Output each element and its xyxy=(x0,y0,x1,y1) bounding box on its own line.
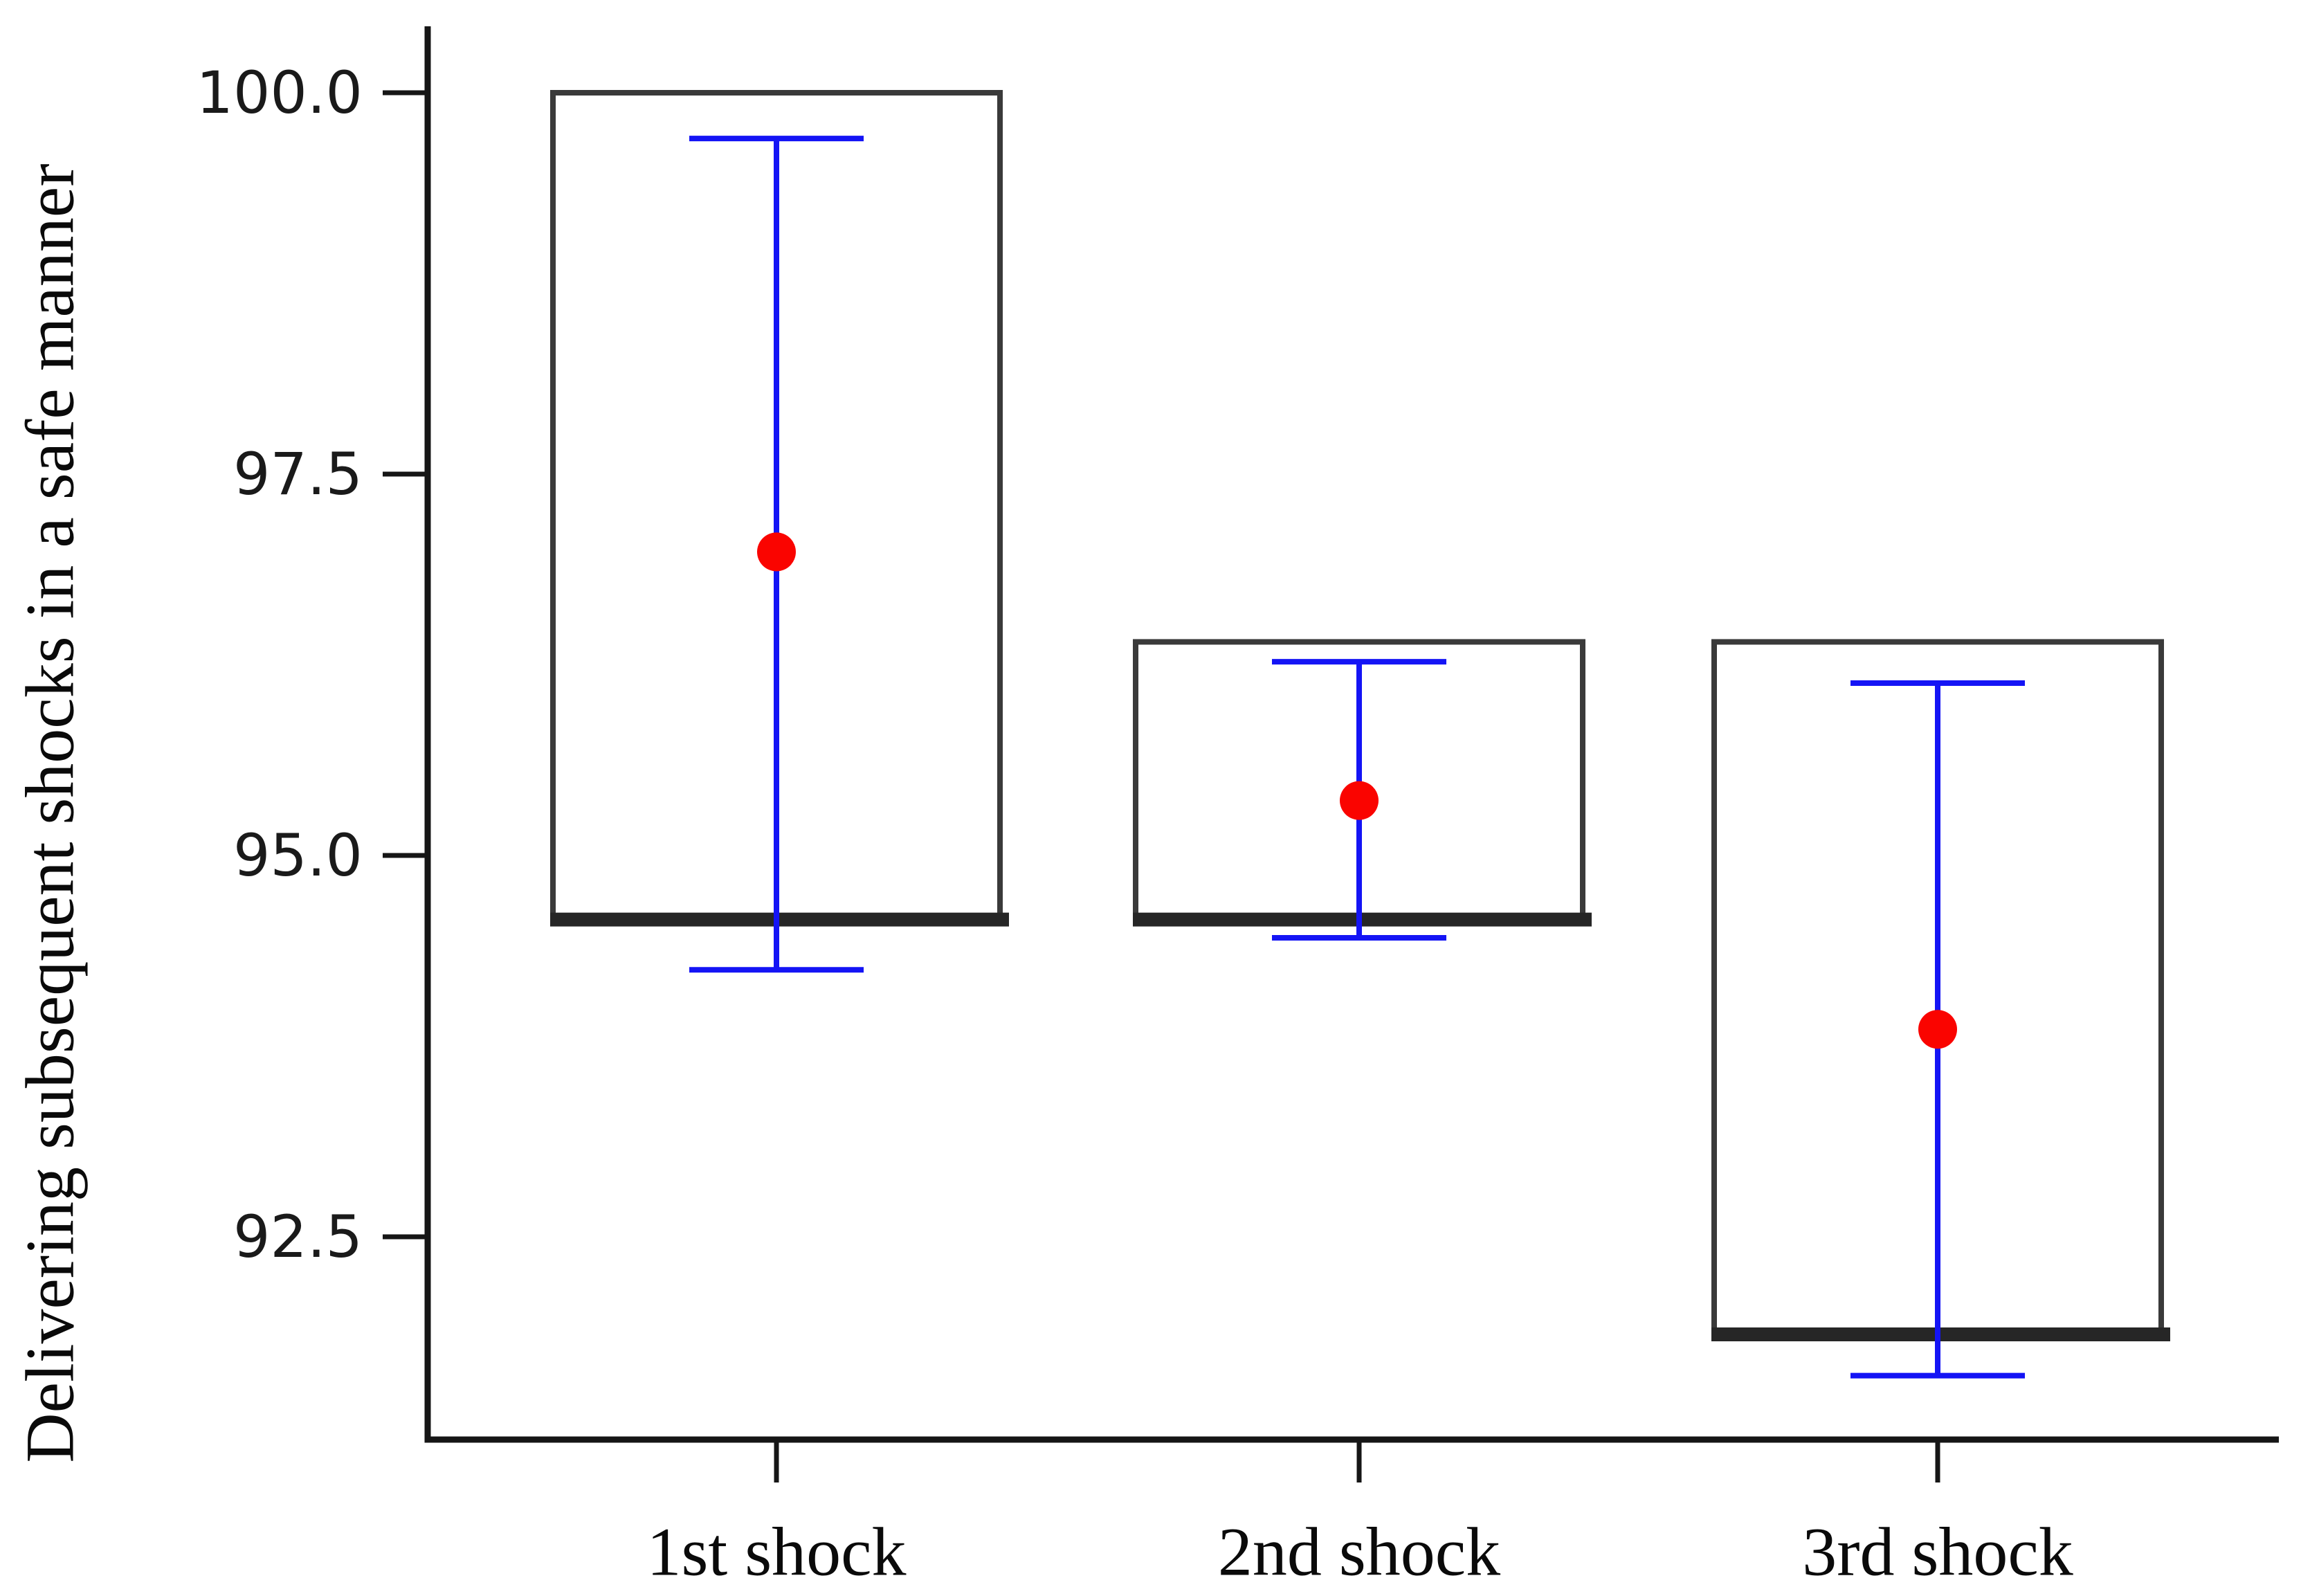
mean-dot-1st shock xyxy=(757,532,796,572)
mean-dot-3rd shock xyxy=(1918,1010,1957,1049)
y-tick-label-97.5: 97.5 xyxy=(233,440,363,508)
x-category-label-2nd shock: 2nd shock xyxy=(1217,1513,1501,1590)
y-tick-label-100: 100.0 xyxy=(196,59,363,127)
y-axis-title: Delivering subsequent shocks in a safe m… xyxy=(11,163,89,1463)
x-category-label-3rd shock: 3rd shock xyxy=(1802,1513,2073,1590)
mean-dot-2nd shock xyxy=(1340,781,1379,820)
y-tick-label-92.5: 92.5 xyxy=(233,1203,363,1271)
x-category-label-1st shock: 1st shock xyxy=(646,1513,907,1590)
y-tick-label-95: 95.0 xyxy=(233,822,363,889)
